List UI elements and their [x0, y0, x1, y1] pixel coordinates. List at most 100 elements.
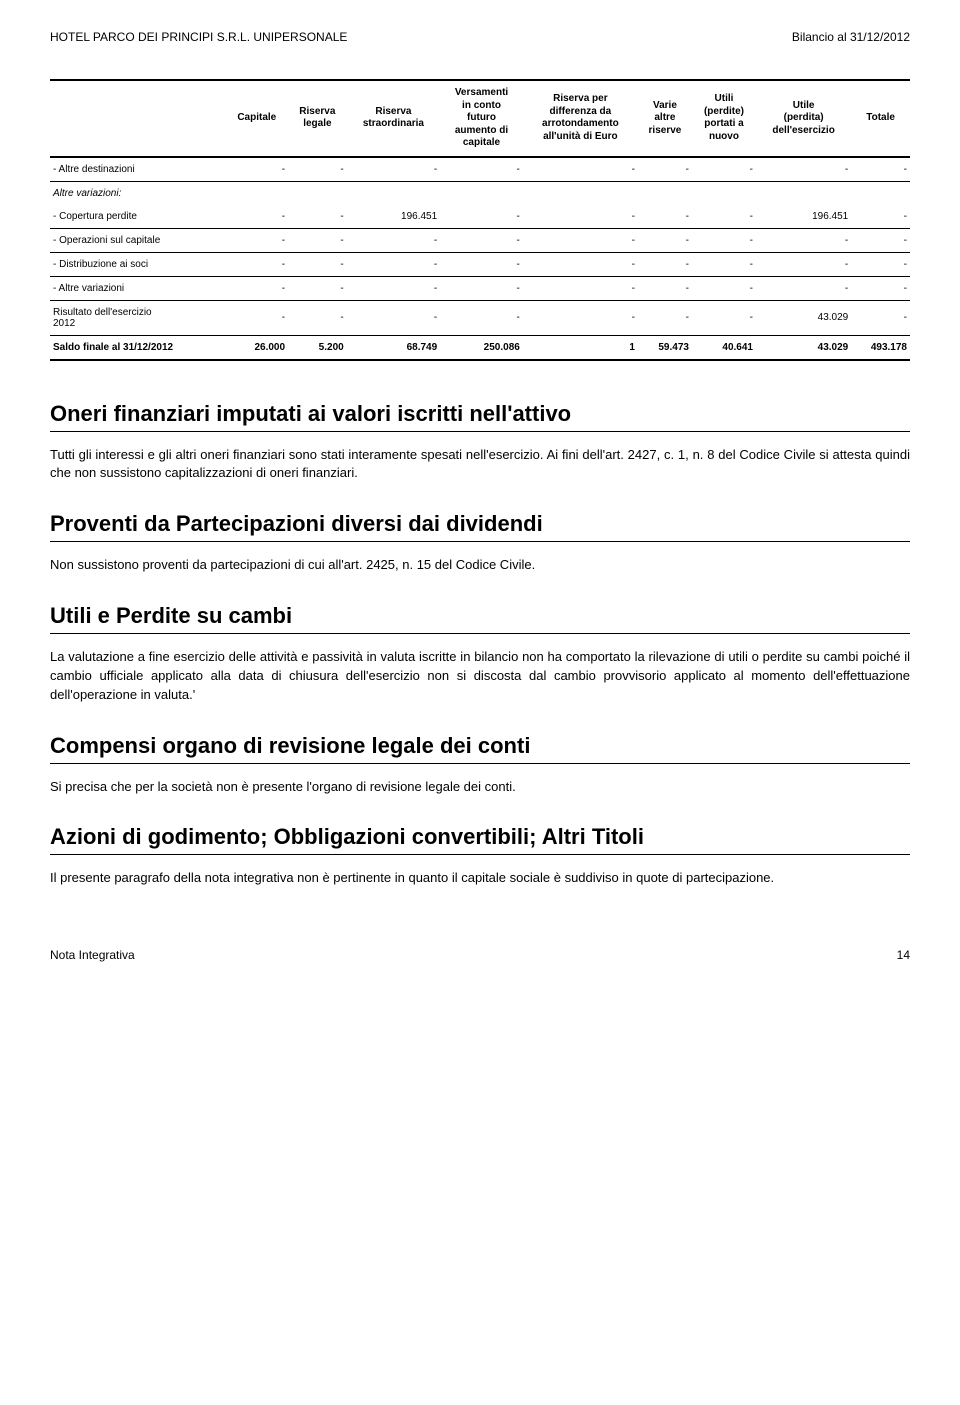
- table-cell: 43.029: [756, 335, 851, 360]
- row-label: Risultato dell'esercizio2012: [50, 300, 226, 335]
- row-label: Saldo finale al 31/12/2012: [50, 335, 226, 360]
- table-cell: -: [226, 205, 289, 229]
- table-cell: -: [523, 276, 638, 300]
- table-cell: [226, 181, 289, 205]
- section-paragraph: La valutazione a fine esercizio delle at…: [50, 648, 910, 705]
- table-cell: -: [692, 300, 756, 335]
- table-cell: 1: [523, 335, 638, 360]
- section-paragraph: Il presente paragrafo della nota integra…: [50, 869, 910, 888]
- table-cell: -: [692, 252, 756, 276]
- table-cell: [523, 181, 638, 205]
- table-header-cell: Capitale: [226, 80, 289, 157]
- footer-left: Nota Integrativa: [50, 948, 135, 962]
- table-cell: -: [851, 228, 910, 252]
- header-left: HOTEL PARCO DEI PRINCIPI S.R.L. UNIPERSO…: [50, 30, 347, 44]
- table-cell: -: [523, 252, 638, 276]
- table-cell: -: [638, 252, 692, 276]
- table-cell: -: [288, 228, 347, 252]
- table-header-cell: Riservalegale: [288, 80, 347, 157]
- table-cell: -: [638, 300, 692, 335]
- table-cell: [288, 181, 347, 205]
- table-cell: -: [692, 276, 756, 300]
- table-cell: -: [226, 276, 289, 300]
- page-footer: Nota Integrativa 14: [50, 948, 910, 962]
- table-cell: [692, 181, 756, 205]
- table-cell: -: [692, 157, 756, 182]
- equity-table: CapitaleRiservalegaleRiservastraordinari…: [50, 79, 910, 361]
- table-cell: -: [347, 228, 440, 252]
- section-paragraph: Non sussistono proventi da partecipazion…: [50, 556, 910, 575]
- table-cell: -: [638, 205, 692, 229]
- table-cell: 40.641: [692, 335, 756, 360]
- table-cell: 5.200: [288, 335, 347, 360]
- table-header-cell: Utili(perdite)portati anuovo: [692, 80, 756, 157]
- table-cell: 59.473: [638, 335, 692, 360]
- footer-right: 14: [897, 948, 910, 962]
- table-cell: -: [440, 228, 523, 252]
- table-cell: -: [226, 157, 289, 182]
- table-cell: -: [756, 252, 851, 276]
- table-cell: -: [851, 276, 910, 300]
- table-cell: -: [288, 276, 347, 300]
- table-row: - Distribuzione ai soci---------: [50, 252, 910, 276]
- table-cell: 493.178: [851, 335, 910, 360]
- table-cell: -: [288, 300, 347, 335]
- table-cell: -: [440, 205, 523, 229]
- table-cell: -: [523, 228, 638, 252]
- table-cell: -: [523, 205, 638, 229]
- table-cell: 43.029: [756, 300, 851, 335]
- table-cell: -: [347, 157, 440, 182]
- row-label: - Operazioni sul capitale: [50, 228, 226, 252]
- table-cell: -: [851, 252, 910, 276]
- table-cell: 250.086: [440, 335, 523, 360]
- section-paragraph: Tutti gli interessi e gli altri oneri fi…: [50, 446, 910, 484]
- table-cell: -: [638, 157, 692, 182]
- table-cell: -: [347, 300, 440, 335]
- table-cell: -: [440, 300, 523, 335]
- section-title: Utili e Perdite su cambi: [50, 603, 910, 634]
- row-label: - Distribuzione ai soci: [50, 252, 226, 276]
- table-row: - Altre variazioni---------: [50, 276, 910, 300]
- table-cell: [347, 181, 440, 205]
- table-header-cell: Versamentiin contofuturoaumento dicapita…: [440, 80, 523, 157]
- row-label: Altre variazioni:: [50, 181, 226, 205]
- table-row: - Copertura perdite--196.451----196.451-: [50, 205, 910, 229]
- table-cell: -: [440, 276, 523, 300]
- table-cell: [851, 181, 910, 205]
- section-title: Proventi da Partecipazioni diversi dai d…: [50, 511, 910, 542]
- row-label: - Copertura perdite: [50, 205, 226, 229]
- table-cell: -: [347, 252, 440, 276]
- table-cell: -: [756, 157, 851, 182]
- table-cell: -: [347, 276, 440, 300]
- table-cell: -: [226, 252, 289, 276]
- table-cell: -: [523, 157, 638, 182]
- table-header-cell: [50, 80, 226, 157]
- table-row: - Altre destinazioni---------: [50, 157, 910, 182]
- table-row: Altre variazioni:: [50, 181, 910, 205]
- table-cell: -: [523, 300, 638, 335]
- section-title: Compensi organo di revisione legale dei …: [50, 733, 910, 764]
- row-label: - Altre destinazioni: [50, 157, 226, 182]
- table-cell: -: [756, 228, 851, 252]
- table-header-cell: Riserva perdifferenza daarrotondamentoal…: [523, 80, 638, 157]
- table-header-cell: Utile(perdita)dell'esercizio: [756, 80, 851, 157]
- table-row: Risultato dell'esercizio2012-------43.02…: [50, 300, 910, 335]
- table-cell: -: [288, 205, 347, 229]
- table-cell: -: [440, 252, 523, 276]
- table-row: - Operazioni sul capitale---------: [50, 228, 910, 252]
- table-cell: -: [692, 228, 756, 252]
- table-cell: -: [638, 276, 692, 300]
- row-label: - Altre variazioni: [50, 276, 226, 300]
- table-cell: -: [226, 300, 289, 335]
- table-cell: -: [756, 276, 851, 300]
- table-cell: 68.749: [347, 335, 440, 360]
- table-cell: 196.451: [756, 205, 851, 229]
- table-cell: 26.000: [226, 335, 289, 360]
- table-row: Saldo finale al 31/12/201226.0005.20068.…: [50, 335, 910, 360]
- table-cell: -: [638, 228, 692, 252]
- section-title: Oneri finanziari imputati ai valori iscr…: [50, 401, 910, 432]
- table-cell: -: [851, 300, 910, 335]
- table-cell: [440, 181, 523, 205]
- section-title: Azioni di godimento; Obbligazioni conver…: [50, 824, 910, 855]
- page-header: HOTEL PARCO DEI PRINCIPI S.R.L. UNIPERSO…: [50, 30, 910, 44]
